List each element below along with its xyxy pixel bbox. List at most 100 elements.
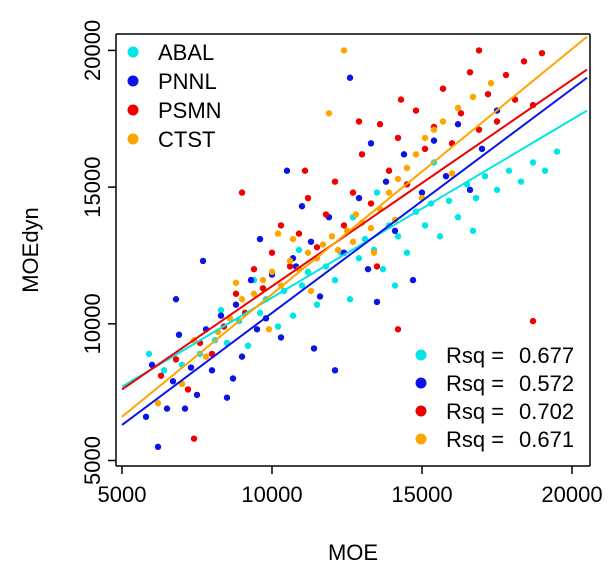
data-point-abal xyxy=(541,167,549,174)
data-point-ctst xyxy=(454,104,462,112)
legend-marker-abal xyxy=(127,46,139,58)
data-point-abal xyxy=(436,233,444,240)
data-point-pnnl xyxy=(238,353,246,360)
data-point-psmn xyxy=(268,249,276,256)
data-point-psmn xyxy=(157,372,165,379)
data-point-abal xyxy=(394,233,402,240)
data-point-pnnl xyxy=(373,298,381,306)
data-point-ctst xyxy=(367,224,375,232)
x-tick-label: 15000 xyxy=(391,482,452,507)
data-point-abal xyxy=(244,342,252,349)
data-point-pnnl xyxy=(232,301,240,308)
data-point-ctst xyxy=(268,268,276,276)
data-point-psmn xyxy=(520,58,528,65)
y-axis-ticks: 5000 10000 15000 20000 xyxy=(80,20,116,485)
data-point-pnnl xyxy=(442,172,450,180)
data-point-psmn xyxy=(340,222,348,229)
legend-label-psmn: PSMN xyxy=(158,98,222,123)
plot-box xyxy=(115,33,591,467)
legend-label-ctst: CTST xyxy=(158,127,215,152)
rsq-legend: Rsq = 0.677 Rsq = 0.572 Rsq = 0.702 Rsq = 0.671 xyxy=(415,343,574,452)
x-axis-ticks: 5000 10000 15000 20000 xyxy=(98,466,603,507)
data-point-psmn xyxy=(331,178,339,185)
data-point-abal xyxy=(346,296,354,303)
data-point-psmn xyxy=(484,90,492,98)
data-point-abal xyxy=(454,213,462,221)
data-point-psmn xyxy=(457,110,465,117)
data-point-ctst xyxy=(421,134,429,142)
data-point-ctst xyxy=(259,276,267,284)
data-point-ctst xyxy=(349,238,357,245)
data-point-ctst xyxy=(307,287,315,295)
fit-lines xyxy=(121,35,588,426)
rsq-label: Rsq = xyxy=(446,427,504,452)
data-point-pnnl xyxy=(454,121,462,128)
data-point-pnnl xyxy=(418,189,426,196)
x-tick-label: 10000 xyxy=(241,482,302,507)
data-point-ctst xyxy=(232,279,240,287)
data-point-pnnl xyxy=(478,145,486,153)
data-point-psmn xyxy=(367,200,375,207)
data-point-ctst xyxy=(202,353,210,360)
data-point-psmn xyxy=(295,230,303,237)
data-point-abal xyxy=(160,367,168,374)
data-point-psmn xyxy=(184,386,192,393)
data-point-abal xyxy=(145,350,153,358)
y-tick-label: 15000 xyxy=(80,157,105,218)
data-point-pnnl xyxy=(247,276,255,284)
data-point-psmn xyxy=(286,263,294,270)
rsq-value-psmn: 0.702 xyxy=(519,399,574,424)
data-point-psmn xyxy=(322,211,330,218)
data-point-ctst xyxy=(430,126,438,133)
y-tick-label: 5000 xyxy=(80,436,105,485)
data-point-abal xyxy=(313,301,321,308)
data-point-psmn xyxy=(397,96,405,103)
data-point-pnnl xyxy=(172,296,180,303)
data-point-abal xyxy=(298,282,306,289)
data-point-psmn xyxy=(373,263,381,270)
data-point-pnnl xyxy=(364,265,372,273)
data-point-pnnl xyxy=(310,345,318,352)
data-point-abal xyxy=(217,306,225,314)
x-tick-label: 20000 xyxy=(541,482,602,507)
data-point-ctst xyxy=(328,233,336,240)
data-point-psmn xyxy=(376,121,384,128)
data-point-abal xyxy=(331,276,339,284)
data-point-psmn xyxy=(355,118,363,125)
data-point-ctst xyxy=(286,257,294,265)
data-point-ctst xyxy=(325,110,333,117)
data-point-ctst xyxy=(319,241,327,248)
data-point-psmn xyxy=(358,151,366,158)
data-point-pnnl xyxy=(316,293,324,300)
data-point-psmn xyxy=(394,134,402,142)
data-point-abal xyxy=(373,189,381,196)
data-point-psmn xyxy=(538,49,546,57)
data-point-abal xyxy=(391,282,399,289)
fit-line-abal xyxy=(121,109,588,388)
data-point-pnnl xyxy=(367,140,375,147)
data-point-pnnl xyxy=(382,178,390,185)
data-point-pnnl xyxy=(199,257,207,265)
data-point-ctst xyxy=(448,170,456,177)
data-point-pnnl xyxy=(169,378,177,385)
legend-label-pnnl: PNNL xyxy=(158,69,217,94)
data-point-pnnl xyxy=(175,331,183,338)
data-point-abal xyxy=(379,265,387,273)
data-point-abal xyxy=(469,227,477,235)
data-point-ctst xyxy=(340,47,348,54)
data-point-ctst xyxy=(469,93,477,101)
rsq-value-pnnl: 0.572 xyxy=(519,371,574,396)
data-point-ctst xyxy=(265,326,273,333)
data-point-ctst xyxy=(439,118,447,125)
data-point-psmn xyxy=(172,356,180,363)
rsq-value-ctst: 0.671 xyxy=(519,427,574,452)
data-point-psmn xyxy=(313,244,321,251)
data-point-pnnl xyxy=(283,167,291,174)
data-point-psmn xyxy=(277,222,285,229)
y-tick-label: 10000 xyxy=(80,293,105,354)
data-point-abal xyxy=(274,323,282,330)
legend-marker-psmn xyxy=(127,104,139,116)
data-point-pnnl xyxy=(400,151,408,158)
data-point-pnnl xyxy=(466,186,474,194)
rsq-label: Rsq = xyxy=(446,343,504,368)
